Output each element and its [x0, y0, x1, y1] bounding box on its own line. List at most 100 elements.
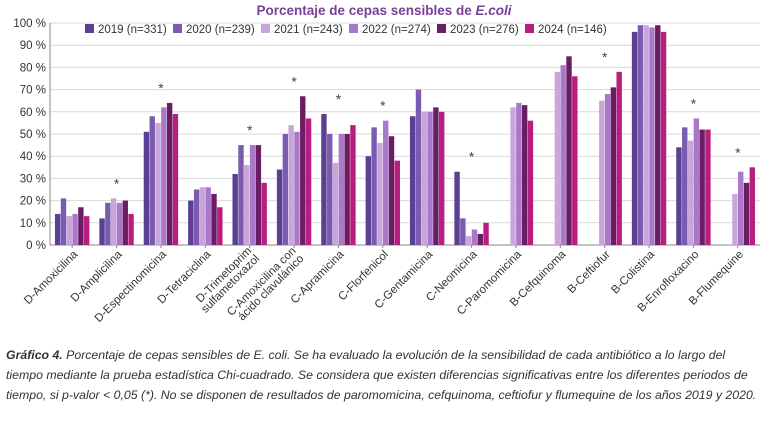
bar	[99, 218, 105, 245]
bar	[344, 134, 350, 245]
bar	[377, 142, 383, 245]
bar	[616, 71, 622, 245]
bar	[743, 182, 750, 245]
legend-label: 2019 (n=331)	[98, 24, 167, 36]
x-tick-label: B-Colistina	[609, 248, 657, 296]
bar-series	[54, 25, 756, 246]
y-tick-label: 30 %	[20, 173, 46, 185]
bar	[78, 207, 84, 245]
bar	[699, 129, 705, 245]
bar	[510, 107, 516, 245]
bar	[249, 145, 256, 245]
bar	[660, 31, 667, 245]
bar	[83, 216, 90, 245]
bar	[421, 111, 427, 245]
bar	[477, 233, 483, 245]
bar	[631, 31, 638, 245]
legend-label: 2023 (n=276)	[450, 24, 519, 36]
chart-title-text: Porcentaje de cepas sensibles de	[256, 3, 475, 18]
bar	[282, 134, 289, 245]
bar	[305, 118, 312, 245]
bar	[217, 207, 223, 245]
bar	[261, 182, 267, 245]
y-tick-label: 10 %	[20, 218, 46, 230]
caption-text: Porcentaje de cepas sensibles de E. coli…	[6, 348, 757, 402]
bar	[560, 65, 566, 246]
bar	[454, 171, 460, 245]
legend-label: 2021 (n=243)	[274, 24, 343, 36]
bar	[211, 193, 217, 245]
bar	[60, 198, 67, 245]
bar	[693, 118, 700, 245]
bar	[365, 156, 372, 245]
bar	[732, 193, 738, 245]
bar-chart: Porcentaje de cepas sensibles de E.coli …	[13, 3, 760, 325]
bar	[244, 165, 250, 245]
legend-swatch	[525, 24, 534, 33]
bar	[288, 125, 294, 245]
legend: 2019 (n=331) 2020 (n=239) 2021 (n=243) 2022…	[85, 24, 607, 36]
bar	[350, 125, 356, 245]
bar	[72, 213, 78, 245]
significance-star: *	[691, 95, 697, 111]
bar	[649, 27, 655, 245]
x-tick-label: B-Ceftiofur	[565, 249, 612, 296]
bar	[238, 145, 244, 245]
legend-swatch	[261, 24, 270, 33]
bar	[705, 129, 711, 245]
chart-title-organism: E.coli	[476, 3, 512, 18]
significance-star: *	[247, 122, 253, 138]
y-tick-label: 0 %	[26, 240, 46, 252]
bar	[116, 202, 123, 245]
bar	[460, 218, 466, 245]
bar	[471, 229, 478, 245]
bar	[338, 134, 345, 245]
bar	[105, 202, 111, 245]
bar	[122, 200, 128, 245]
significance-star: *	[602, 49, 608, 65]
legend-swatch	[437, 24, 446, 33]
legend-label: 2022 (n=274)	[362, 24, 431, 36]
bar	[572, 76, 578, 245]
bar	[110, 198, 117, 245]
y-tick-label: 20 %	[20, 196, 46, 208]
bar	[188, 200, 194, 245]
bar	[643, 25, 649, 245]
bar	[465, 236, 472, 245]
bar	[438, 111, 445, 245]
bar	[143, 131, 150, 245]
bar	[161, 107, 167, 245]
bar	[521, 105, 528, 245]
bar	[610, 87, 617, 245]
bar	[655, 25, 661, 245]
significance-star: *	[735, 144, 741, 160]
bar	[149, 116, 155, 246]
bar	[232, 173, 238, 245]
y-tick-label: 50 %	[20, 129, 46, 141]
significance-star: *	[291, 73, 297, 89]
bar	[332, 162, 339, 245]
bar	[155, 122, 161, 245]
legend-label: 2024 (n=146)	[538, 24, 607, 36]
bar	[599, 100, 605, 245]
bar	[554, 71, 561, 245]
bar	[371, 127, 377, 245]
bar	[193, 189, 200, 245]
legend-swatch	[349, 24, 358, 33]
bar	[566, 56, 572, 245]
bar	[637, 25, 644, 245]
x-axis-labels: D-AmoxicilinaD-AmplicilinaD-Espectinomic…	[22, 245, 746, 325]
legend-swatch	[85, 24, 94, 33]
y-tick-label: 70 %	[20, 85, 46, 97]
bar	[172, 114, 179, 246]
bar	[394, 160, 401, 245]
bar	[383, 120, 389, 245]
legend-swatch	[173, 24, 182, 33]
figure-caption: Gráfico 4. Porcentaje de cepas sensibles…	[6, 345, 762, 405]
bar	[300, 96, 306, 245]
significance-star: *	[114, 175, 120, 191]
bar	[199, 187, 206, 245]
bar	[527, 120, 534, 245]
bar	[749, 167, 756, 245]
bar	[255, 145, 262, 245]
